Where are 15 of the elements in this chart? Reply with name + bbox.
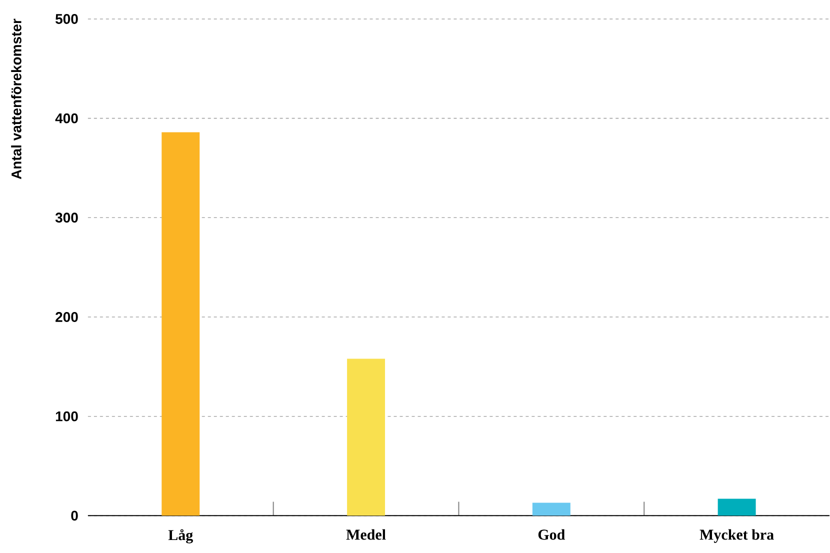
y-tick-label: 500 bbox=[56, 14, 78, 24]
x-tick-label: God bbox=[538, 529, 565, 540]
bar bbox=[162, 132, 200, 516]
y-tick-label: 100 bbox=[56, 412, 78, 422]
y-tick-label: 400 bbox=[55, 114, 78, 124]
x-tick-label: Låg bbox=[168, 529, 193, 544]
y-tick-label: 300 bbox=[55, 212, 78, 223]
bar bbox=[532, 502, 570, 516]
x-tick-label: Mycket bra bbox=[700, 529, 774, 544]
bar bbox=[718, 498, 756, 516]
y-tick-label: 0 bbox=[71, 510, 78, 521]
bar bbox=[347, 358, 386, 516]
x-tick-label: Medel bbox=[346, 529, 386, 540]
y-tick-label: 200 bbox=[56, 312, 78, 322]
y-axis-title: Antal vattenförekomster bbox=[11, 18, 22, 180]
